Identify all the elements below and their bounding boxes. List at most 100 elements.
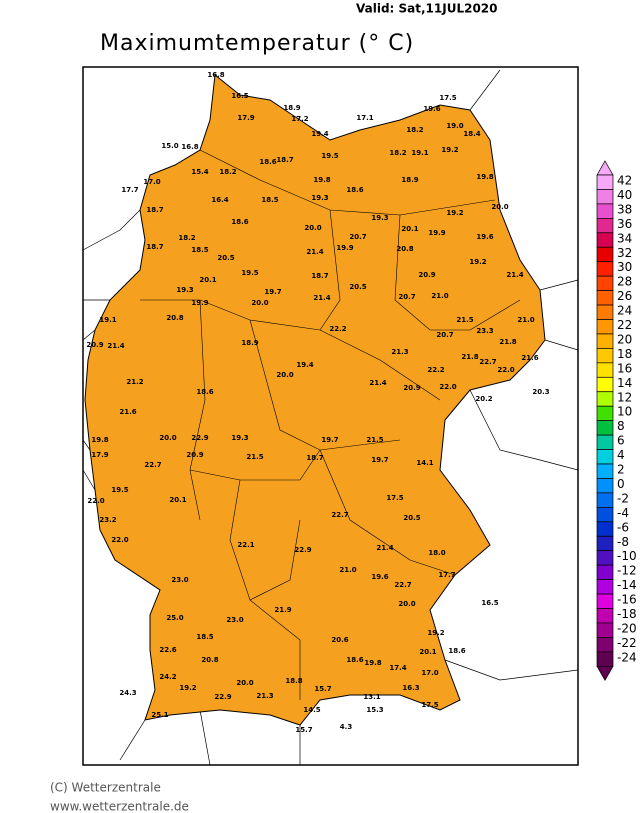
station-value: 18.6 (196, 388, 213, 396)
colorbar-level (596, 608, 614, 624)
station-value: 19.9 (191, 299, 208, 307)
colorbar-level (596, 463, 614, 479)
colorbar-level (596, 203, 614, 219)
station-value: 20.1 (401, 225, 418, 233)
station-value: 4.3 (340, 723, 353, 731)
station-value: 18.0 (428, 549, 445, 557)
station-value: 20.0 (491, 203, 508, 211)
colorbar-label: 8 (617, 419, 625, 433)
station-value: 20.1 (199, 276, 216, 284)
station-value: 21.4 (107, 342, 124, 350)
colorbar-level (596, 622, 614, 638)
station-value: 19.3 (311, 194, 328, 202)
colorbar-level (596, 391, 614, 407)
colorbar-label: -16 (617, 593, 637, 607)
station-value: 22.1 (237, 541, 254, 549)
station-value: 22.7 (331, 511, 348, 519)
station-value: 23.0 (226, 616, 243, 624)
colorbar-cap (596, 665, 614, 682)
station-value: 18.7 (146, 243, 163, 251)
colorbar-label: -18 (617, 607, 637, 621)
station-value: 18.8 (285, 677, 302, 685)
station-value: 15.0 (161, 142, 178, 150)
station-value: 18.6 (231, 218, 248, 226)
station-value: 19.4 (296, 361, 313, 369)
colorbar-label: 4 (617, 448, 625, 462)
station-value: 18.5 (261, 196, 278, 204)
colorbar-level (596, 189, 614, 205)
station-value: 20.8 (396, 245, 413, 253)
station-value: 22.0 (497, 366, 514, 374)
station-value: 21.4 (376, 544, 393, 552)
station-value: 19.2 (179, 684, 196, 692)
station-value: 18.4 (463, 130, 480, 138)
station-value: 21.0 (339, 566, 356, 574)
station-value: 19.5 (241, 269, 258, 277)
station-value: 21.0 (517, 316, 534, 324)
station-value: 18.7 (311, 272, 328, 280)
station-value: 18.2 (219, 168, 236, 176)
station-value: 14.5 (303, 706, 320, 714)
colorbar-level (596, 420, 614, 436)
station-value: 20.7 (349, 233, 366, 241)
station-value: 19.2 (469, 258, 486, 266)
station-value: 16.5 (481, 599, 498, 607)
colorbar-level (596, 637, 614, 653)
colorbar-level (596, 449, 614, 465)
station-value: 22.9 (214, 693, 231, 701)
station-value: 13.1 (363, 693, 380, 701)
station-value: 19.6 (423, 105, 440, 113)
station-value: 16.8 (207, 71, 224, 79)
colorbar-label: -6 (617, 520, 629, 534)
colorbar-level (596, 564, 614, 580)
station-value: 20.5 (217, 254, 234, 262)
colorbar-label: 32 (617, 246, 632, 260)
colorbar-label: 40 (617, 188, 632, 202)
station-value: 18.6 (346, 186, 363, 194)
station-value: 19.3 (231, 434, 248, 442)
station-value: 19.3 (371, 214, 388, 222)
station-value: 19.6 (476, 233, 493, 241)
station-value: 17.9 (237, 114, 254, 122)
colorbar-level (596, 304, 614, 320)
station-value: 16.3 (402, 684, 419, 692)
station-value: 18.9 (283, 104, 300, 112)
station-value: 23.0 (171, 576, 188, 584)
colorbar-label: 26 (617, 289, 632, 303)
station-value: 16.8 (181, 143, 198, 151)
station-value: 19.8 (476, 173, 493, 181)
colorbar-level (596, 507, 614, 523)
station-value: 20.9 (403, 384, 420, 392)
colorbar-label: 22 (617, 318, 632, 332)
station-value: 19.3 (176, 286, 193, 294)
station-value: 22.2 (427, 366, 444, 374)
station-value: 22.6 (159, 646, 176, 654)
station-value: 19.7 (264, 288, 281, 296)
colorbar-level (596, 246, 614, 263)
station-value: 14.1 (416, 459, 433, 467)
station-value: 20.5 (403, 514, 420, 522)
colorbar-level (596, 651, 614, 667)
colorbar-label: -12 (617, 564, 637, 578)
station-value: 21.4 (506, 271, 523, 279)
station-value: 22.9 (294, 546, 311, 554)
station-value: 20.0 (276, 371, 293, 379)
station-value: 22.0 (111, 536, 128, 544)
station-value: 18.2 (406, 126, 423, 134)
station-value: 21.5 (456, 316, 473, 324)
station-value: 21.8 (461, 353, 478, 361)
station-value: 21.3 (256, 692, 273, 700)
station-value: 22.7 (479, 358, 496, 366)
station-value: 17.1 (356, 114, 373, 122)
station-value: 21.2 (126, 378, 143, 386)
station-value: 19.2 (446, 209, 463, 217)
station-value: 17.9 (91, 451, 108, 459)
station-value: 22.0 (439, 383, 456, 391)
station-value: 20.0 (236, 679, 253, 687)
station-value: 19.8 (91, 436, 108, 444)
station-value: 20.0 (251, 299, 268, 307)
station-value: 22.9 (191, 434, 208, 442)
station-value: 19.8 (364, 659, 381, 667)
state-borders (140, 149, 521, 700)
